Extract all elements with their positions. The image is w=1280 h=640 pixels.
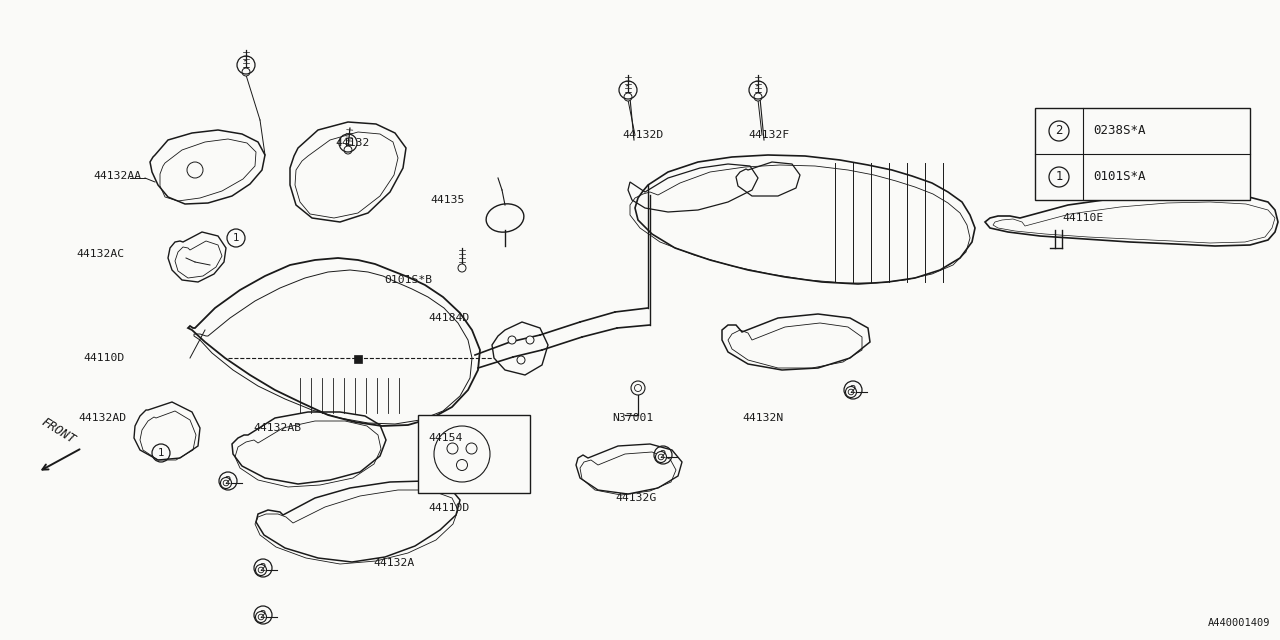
Circle shape: [631, 381, 645, 395]
Circle shape: [526, 336, 534, 344]
Text: 44132AC: 44132AC: [76, 249, 124, 259]
Text: 44110E: 44110E: [1062, 213, 1103, 223]
Text: 1: 1: [233, 233, 239, 243]
Text: 44132G: 44132G: [614, 493, 657, 503]
Text: 2: 2: [260, 610, 266, 620]
Text: 44184D: 44184D: [428, 313, 470, 323]
Text: 44132N: 44132N: [742, 413, 783, 423]
Circle shape: [458, 264, 466, 272]
Text: 0101S*A: 0101S*A: [1093, 170, 1146, 184]
Circle shape: [625, 93, 632, 101]
Circle shape: [256, 611, 266, 623]
Text: 2: 2: [659, 450, 667, 460]
Circle shape: [256, 564, 266, 575]
Text: 1: 1: [344, 138, 351, 148]
Text: FRONT: FRONT: [38, 415, 77, 446]
Text: 44132AD: 44132AD: [78, 413, 127, 423]
Bar: [1036, 108, 1251, 200]
Text: 1: 1: [625, 85, 631, 95]
Ellipse shape: [486, 204, 524, 232]
Text: 1: 1: [755, 85, 762, 95]
Bar: [419, 415, 530, 493]
Text: 44154: 44154: [428, 433, 462, 443]
Bar: [355, 355, 362, 363]
Circle shape: [242, 68, 250, 76]
Text: 2: 2: [1055, 125, 1062, 138]
Text: 44132D: 44132D: [622, 130, 663, 140]
Text: A440001409: A440001409: [1207, 618, 1270, 628]
Text: 44132AA: 44132AA: [93, 171, 141, 181]
Text: 2: 2: [850, 385, 856, 395]
Circle shape: [508, 336, 516, 344]
Circle shape: [846, 387, 856, 397]
Text: 1: 1: [1055, 170, 1062, 184]
Text: 2: 2: [260, 563, 266, 573]
Circle shape: [220, 477, 232, 488]
Circle shape: [655, 451, 667, 463]
Text: 44132: 44132: [335, 138, 370, 148]
Circle shape: [754, 93, 762, 101]
Text: N37001: N37001: [612, 413, 653, 423]
Circle shape: [344, 146, 352, 154]
Text: 44132AB: 44132AB: [253, 423, 301, 433]
Text: 1: 1: [157, 448, 164, 458]
Text: 44110D: 44110D: [83, 353, 124, 363]
Text: 0101S*B: 0101S*B: [384, 275, 433, 285]
Text: 44110D: 44110D: [428, 503, 470, 513]
Text: 2: 2: [225, 476, 232, 486]
Text: 44132F: 44132F: [748, 130, 790, 140]
Circle shape: [517, 356, 525, 364]
Text: 44132A: 44132A: [372, 558, 415, 568]
Text: 1: 1: [243, 60, 250, 70]
Text: 0238S*A: 0238S*A: [1093, 125, 1146, 138]
Text: 44135: 44135: [430, 195, 465, 205]
